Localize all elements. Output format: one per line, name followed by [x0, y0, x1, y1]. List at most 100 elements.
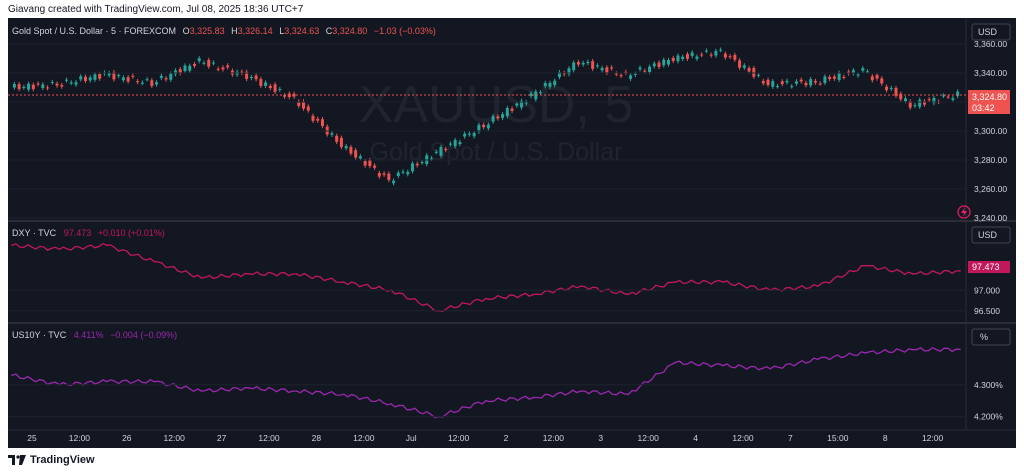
gold-currency-button[interactable]	[971, 23, 1011, 41]
footer-brand[interactable]: TradingView	[8, 454, 95, 466]
gold-candle	[174, 70, 178, 75]
gold-candle	[306, 106, 310, 111]
gold-candle	[605, 67, 609, 73]
gold-candle	[392, 180, 396, 184]
gold-candle	[259, 79, 263, 86]
us10y-y-tick: 4.200%	[974, 412, 1003, 422]
dxy-series	[11, 242, 961, 313]
us10y-point	[532, 396, 535, 399]
chart-svg[interactable]: XAUUSD, 5 Gold Spot / U.S. Dollar 3,360.…	[8, 18, 1016, 448]
gold-candle	[178, 69, 182, 74]
gold-candle	[776, 86, 780, 88]
us10y-point	[674, 361, 677, 364]
dxy-point	[343, 281, 345, 283]
gold-candle	[614, 73, 618, 75]
dxy-point	[532, 293, 535, 296]
footer-brand-label: TradingView	[30, 454, 95, 466]
gold-candle	[780, 81, 784, 85]
gold-candle	[832, 76, 836, 79]
gold-candle	[714, 50, 718, 56]
gold-candle	[629, 75, 633, 79]
gold-candle	[406, 171, 410, 175]
gold-candle	[335, 135, 339, 142]
gold-candle	[539, 92, 543, 94]
gold-candle	[368, 159, 372, 167]
gold-candle	[771, 81, 775, 87]
us10y-unit-button[interactable]	[971, 328, 1011, 346]
gold-candle	[69, 82, 73, 84]
gold-candle	[316, 118, 320, 121]
gold-candle	[98, 74, 102, 79]
gold-candle	[444, 148, 448, 151]
dxy-point	[674, 281, 677, 283]
gold-candle	[297, 101, 301, 106]
gold-candle	[880, 78, 884, 84]
dxy-legend-change: +0.010 (+0.01%)	[98, 228, 165, 238]
us10y-point	[485, 399, 487, 402]
us10y-point	[106, 380, 108, 383]
dxy-point	[911, 273, 914, 275]
us10y-point	[769, 368, 772, 370]
gold-candle	[690, 52, 694, 56]
gold-candle	[747, 68, 751, 72]
gold-candle	[899, 93, 903, 100]
gold-candle	[117, 75, 121, 77]
gold-candle	[823, 76, 827, 83]
gold-candle	[429, 158, 433, 160]
gold-candle	[169, 73, 173, 80]
gold-candle	[828, 76, 832, 80]
gold-candle	[79, 76, 83, 80]
gold-series	[8, 47, 966, 186]
gold-candle	[112, 72, 116, 80]
gold-candle	[472, 132, 476, 137]
us10y-point	[911, 348, 914, 351]
gold-candle	[12, 84, 16, 88]
x-axis-label: 27	[217, 433, 227, 443]
gold-candle	[107, 73, 111, 76]
gold-legend-close: 3,324.80	[332, 26, 367, 36]
gold-candle	[662, 59, 666, 66]
lightning-icon[interactable]	[957, 205, 971, 219]
gold-candle	[719, 49, 723, 51]
chart-area[interactable]: XAUUSD, 5 Gold Spot / U.S. Dollar 3,360.…	[8, 18, 1016, 448]
gold-candle	[856, 74, 860, 76]
gold-candle	[956, 91, 960, 97]
gold-y-tick: 3,280.00	[974, 155, 1007, 165]
gold-candle	[339, 137, 343, 148]
gold-candle	[790, 86, 794, 88]
dxy-legend-symbol: DXY · TVC	[12, 228, 57, 238]
gold-candle	[543, 82, 547, 87]
gold-candle	[121, 77, 125, 81]
gold-candle	[586, 61, 590, 64]
axis-ticks: 3,360.003,340.003,320.003,300.003,280.00…	[8, 39, 1007, 443]
gold-candle	[458, 142, 462, 145]
dxy-point	[295, 273, 298, 275]
gold-y-tick: 3,260.00	[974, 184, 1007, 194]
dxy-point	[58, 248, 61, 251]
gold-candle	[742, 65, 746, 68]
gold-candle	[145, 79, 149, 81]
gold-candle	[155, 82, 159, 85]
dxy-currency-button[interactable]	[971, 226, 1011, 244]
gold-candle	[524, 102, 528, 104]
dxy-point	[627, 293, 629, 296]
gold-candle	[27, 83, 31, 90]
gold-candle	[595, 65, 599, 67]
dxy-point	[485, 297, 487, 300]
gold-candle	[126, 77, 130, 82]
gold-candle	[572, 62, 576, 71]
gold-candle	[591, 61, 595, 69]
us10y-point	[200, 390, 203, 392]
gold-candle	[809, 79, 813, 86]
gold-candle	[453, 140, 457, 147]
gold-candle	[254, 75, 258, 80]
gold-candle	[396, 172, 400, 177]
gold-candle	[757, 74, 761, 76]
gold-candle	[330, 133, 334, 135]
gold-candle	[842, 76, 846, 78]
gold-candle	[273, 84, 277, 92]
gold-candle	[401, 171, 405, 173]
gold-candle	[600, 67, 604, 71]
x-axis-label: 12:00	[732, 433, 754, 443]
gold-countdown: 03:42	[972, 103, 995, 113]
